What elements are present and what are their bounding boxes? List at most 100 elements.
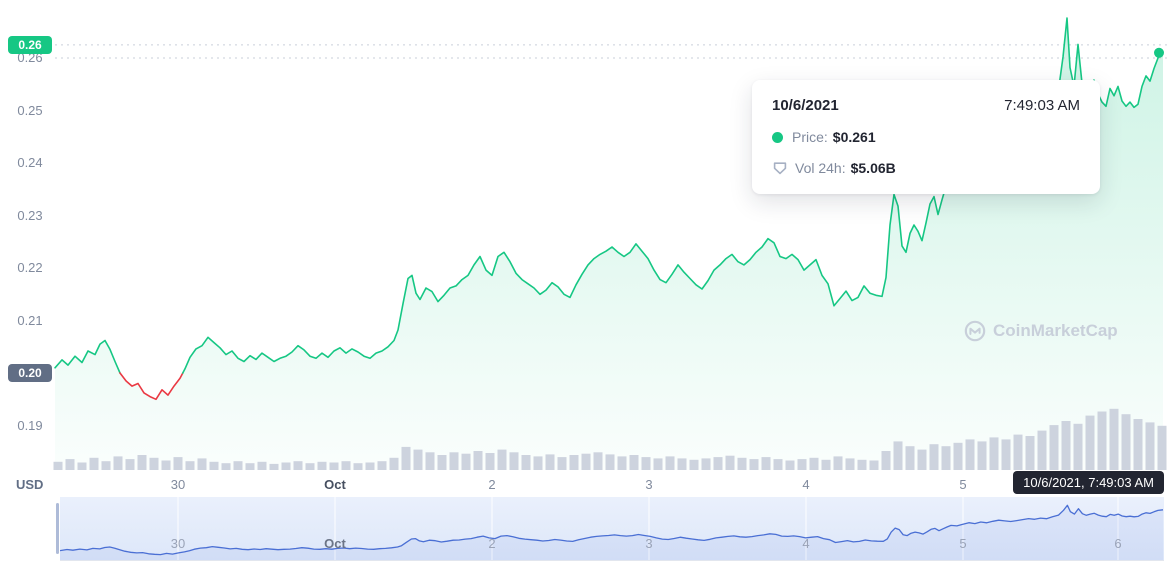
volume-bar xyxy=(893,441,903,470)
volume-bar xyxy=(77,462,87,470)
volume-bar xyxy=(545,454,555,470)
volume-bar xyxy=(845,458,855,470)
volume-bar xyxy=(917,449,927,470)
volume-bar xyxy=(965,439,975,470)
volume-bar xyxy=(1109,408,1119,470)
range-selector[interactable]: 30 Oct 2 3 4 5 6 xyxy=(56,497,1164,561)
mini-area xyxy=(60,505,1163,560)
price-line-segment-down xyxy=(119,372,184,401)
coinmarketcap-logo-icon xyxy=(964,320,986,342)
volume-bars xyxy=(53,408,1167,470)
volume-bar xyxy=(389,457,399,470)
volume-bar xyxy=(137,455,147,470)
price-area xyxy=(55,18,1163,470)
volume-bar xyxy=(1013,434,1023,470)
price-line-segment-up xyxy=(54,339,121,374)
volume-bar xyxy=(881,451,891,470)
volume-bar xyxy=(869,460,879,470)
x-axis-label: 5 xyxy=(959,477,967,492)
volume-bar xyxy=(629,455,639,470)
volume-bar xyxy=(557,457,567,470)
volume-bar xyxy=(329,462,339,470)
currency-label: USD xyxy=(16,477,44,492)
volume-bar xyxy=(113,456,123,470)
volume-bar xyxy=(197,458,207,470)
watermark-text: CoinMarketCap xyxy=(993,321,1118,340)
volume-bar xyxy=(1085,415,1095,470)
volume-bar xyxy=(797,459,807,470)
volume-bar xyxy=(953,442,963,470)
volume-bar xyxy=(305,463,315,470)
brush-handle-left[interactable] xyxy=(56,503,59,554)
volume-bar xyxy=(737,457,747,470)
volume-bar xyxy=(905,446,915,470)
volume-bar xyxy=(749,459,759,470)
volume-bar xyxy=(209,461,219,470)
tooltip-price-row: Price: $0.261 xyxy=(772,129,1080,145)
volume-bar xyxy=(533,456,543,470)
volume-bar xyxy=(365,462,375,470)
volume-bar xyxy=(941,446,951,470)
volume-bar xyxy=(425,452,435,470)
volume-bar xyxy=(149,457,159,470)
volume-bar xyxy=(269,463,279,470)
main-chart[interactable] xyxy=(0,0,1176,470)
volume-bar xyxy=(977,441,987,470)
tooltip-time: 7:49:03 AM xyxy=(1004,97,1080,114)
range-selector-label: 3 xyxy=(645,536,653,551)
volume-bar xyxy=(689,459,699,470)
volume-bar xyxy=(65,459,75,470)
range-selector-chart[interactable] xyxy=(60,497,1164,560)
volume-bar xyxy=(1061,421,1071,470)
tooltip-volume-value: $5.06B xyxy=(850,160,896,176)
volume-bar xyxy=(857,459,867,470)
price-series-icon xyxy=(772,131,783,143)
volume-bar xyxy=(1049,425,1059,470)
current-price-dot xyxy=(1154,47,1164,58)
volume-bar xyxy=(1037,430,1047,470)
volume-bar xyxy=(809,457,819,470)
volume-bar xyxy=(773,459,783,470)
volume-bar xyxy=(509,452,519,470)
volume-bar xyxy=(401,446,411,470)
volume-bar xyxy=(929,444,939,470)
volume-bar xyxy=(485,453,495,470)
volume-bar xyxy=(1001,439,1011,470)
volume-bar xyxy=(1145,422,1155,470)
volume-bar xyxy=(713,457,723,470)
volume-bar xyxy=(245,463,255,470)
chart-tooltip: 10/6/2021 7:49:03 AM Price: $0.261 Vol 2… xyxy=(752,80,1100,194)
tooltip-date: 10/6/2021 xyxy=(772,97,839,114)
volume-bar xyxy=(293,461,303,470)
volume-bar xyxy=(101,461,111,470)
volume-bar xyxy=(497,449,507,470)
tooltip-volume-row: Vol 24h: $5.06B xyxy=(772,160,1080,176)
volume-bar xyxy=(641,457,651,470)
volume-bar xyxy=(785,460,795,470)
volume-bar xyxy=(653,458,663,470)
x-axis-label: 2 xyxy=(488,477,496,492)
tooltip-volume-label: Vol 24h: xyxy=(795,160,846,176)
volume-bar xyxy=(281,462,291,470)
volume-bar xyxy=(665,456,675,470)
volume-bar xyxy=(125,459,135,470)
volume-bar xyxy=(617,456,627,470)
x-axis-label: 3 xyxy=(645,477,653,492)
volume-bar xyxy=(569,455,579,470)
volume-bar xyxy=(701,458,711,470)
volume-bar xyxy=(581,453,591,470)
volume-bar xyxy=(1133,419,1143,470)
volume-bar xyxy=(173,457,183,470)
volume-bar xyxy=(1121,414,1131,470)
volume-bar xyxy=(185,461,195,470)
volume-bar xyxy=(413,449,423,470)
x-axis-label: 30 xyxy=(170,477,186,492)
x-axis-label: 4 xyxy=(802,477,810,492)
crosshair-time-badge: 10/6/2021, 7:49:03 AM xyxy=(1013,471,1164,494)
volume-bar xyxy=(521,455,531,470)
volume-bar xyxy=(341,461,351,470)
mini-line xyxy=(60,504,1164,556)
range-selector-label: 5 xyxy=(959,536,967,551)
volume-bar xyxy=(989,437,999,470)
